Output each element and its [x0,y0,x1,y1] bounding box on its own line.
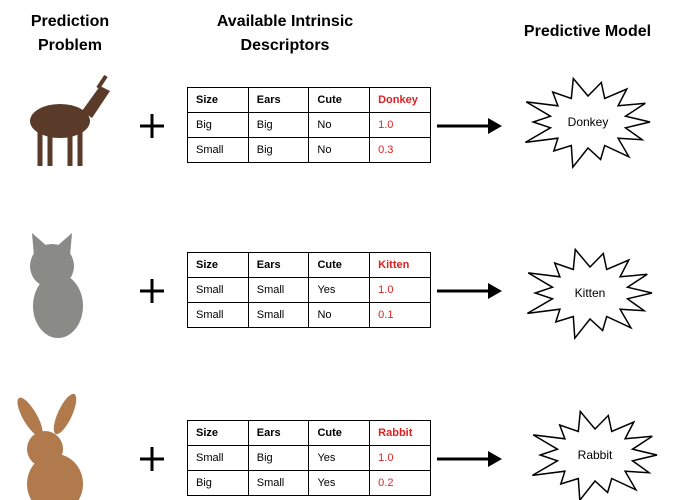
column-header: Cute [308,420,371,446]
ear [56,233,72,256]
column-header: Cute [308,87,371,113]
cell: Big [247,112,310,138]
column-header: Kitten [369,252,431,278]
arrow-head [488,283,502,299]
starburst [525,76,651,170]
model-label: Donkey [567,115,609,129]
cell: Big [247,137,310,163]
column-header: Ears [247,87,310,113]
arrow-head [488,451,502,467]
animal-head [30,244,74,288]
cell: Yes [308,445,371,471]
cell: Small [247,302,310,328]
model-label: Rabbit [577,448,613,462]
cell: 1.0 [369,112,431,138]
ear [17,397,43,437]
header-descriptors: Available Intrinsic Descriptors [216,13,354,54]
ear [96,74,108,90]
header-problem: Prediction Problem [30,13,110,54]
column-header: Cute [308,252,371,278]
cell: No [308,137,371,163]
column-header: Size [187,87,249,113]
cell: 1.0 [369,445,431,471]
column-header: Rabbit [369,420,431,446]
cell: No [308,112,371,138]
cell: Small [247,470,310,496]
cell: 0.1 [369,302,431,328]
ear [53,393,77,435]
cell: Yes [308,470,371,496]
column-header: Donkey [369,87,431,113]
column-header: Ears [247,420,310,446]
arrow-head [488,118,502,134]
column-header: Ears [247,252,310,278]
cell: Small [187,137,249,163]
cell: 1.0 [369,277,431,303]
animal-body [33,274,83,338]
header-model: Predictive Model [523,23,652,40]
ear [32,233,48,256]
cell: Big [247,445,310,471]
cell: Small [187,302,249,328]
animal-head [82,86,110,118]
cell: Yes [308,277,371,303]
cell: 0.2 [369,470,431,496]
animal-head [27,431,63,467]
cell: Big [187,470,249,496]
cell: No [308,302,371,328]
column-header: Size [187,420,249,446]
starburst [527,247,653,341]
cell: Big [187,112,249,138]
cell: Small [187,277,249,303]
descriptor-table: Size Ears Cute Kitten Small Small Yes 1.0 Small S… [187,252,431,328]
model-label: Kitten [574,286,606,300]
animal-body [30,104,90,138]
cell: 0.3 [369,137,431,163]
descriptor-table: Size Ears Cute Donkey Big Big No 1.0 Small Big No 0… [187,87,431,163]
starburst [532,409,658,500]
cell: Small [247,277,310,303]
cell: Small [187,445,249,471]
descriptor-table: Size Ears Cute Rabbit Small Big Yes 1.0 Big Small… [187,420,431,496]
column-header: Size [187,252,249,278]
